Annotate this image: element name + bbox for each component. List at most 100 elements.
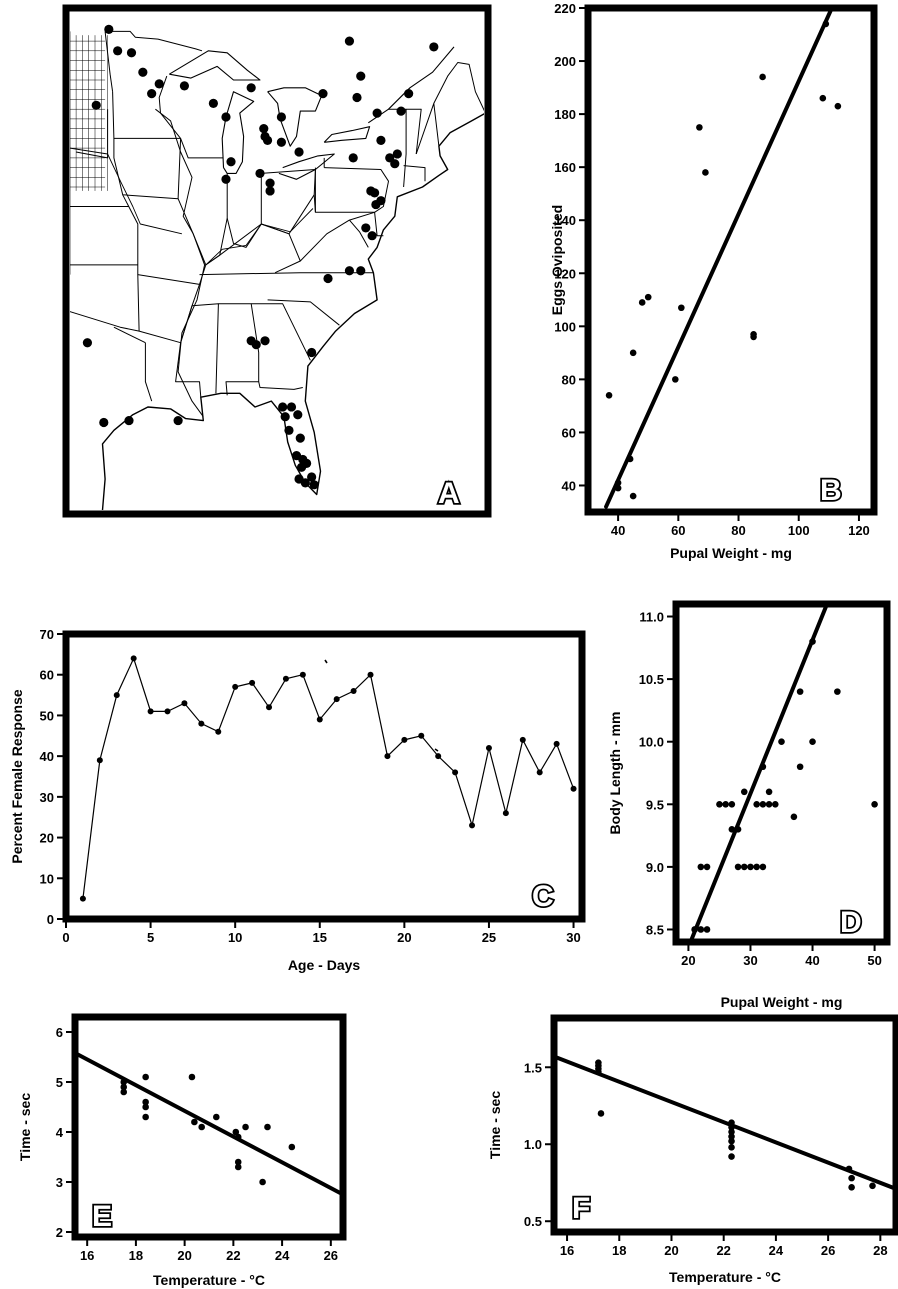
- occurrence-dot: [307, 472, 317, 482]
- occurrence-dot: [296, 462, 307, 472]
- data-point: [333, 696, 340, 703]
- occurrence-dot: [309, 480, 319, 490]
- x-tick-label: 120: [848, 523, 870, 538]
- occurrence-dot: [376, 135, 386, 145]
- data-point: [232, 683, 239, 690]
- data-point: [142, 1073, 149, 1081]
- x-tick-label: 16: [80, 1248, 94, 1263]
- data-point: [234, 1163, 242, 1171]
- data-point: [702, 169, 709, 176]
- y-tick-label: 30: [40, 790, 54, 805]
- data-point: [485, 745, 492, 751]
- y-tick-label: 160: [554, 160, 576, 175]
- data-point: [142, 1103, 149, 1111]
- y-tick-label: 2: [56, 1225, 63, 1240]
- data-point: [605, 391, 613, 399]
- data-point: [142, 1113, 149, 1121]
- missouri-river: [70, 147, 183, 235]
- data-point: [435, 753, 442, 760]
- y-axis-title: Eggs Oviposited: [549, 205, 565, 315]
- occurrence-dot: [221, 112, 231, 122]
- y-tick-label: 70: [40, 627, 54, 642]
- data-point: [809, 738, 816, 746]
- data-point: [232, 1128, 240, 1136]
- occurrence-dot: [372, 108, 382, 118]
- occurrence-dot: [367, 231, 377, 241]
- data-point: [198, 1123, 205, 1131]
- state-border: [158, 75, 224, 159]
- data-point: [765, 800, 773, 808]
- data-point: [288, 1143, 296, 1151]
- map-layer: [70, 24, 484, 510]
- data-point: [234, 1133, 242, 1141]
- occurrence-dot: [352, 92, 362, 103]
- y-tick-label: 40: [562, 478, 576, 493]
- panel-d: 20 30 40 50 8.5 9.0 9.5 10.0 10.5 11.0 Pupal Weigh…: [607, 600, 891, 1010]
- data-point: [191, 1118, 198, 1126]
- data-point: [181, 700, 188, 707]
- x-tick-label: 5: [147, 930, 154, 945]
- data-point: [822, 20, 830, 28]
- data-layer: [79, 655, 577, 902]
- state-border: [403, 165, 426, 182]
- y-tick-label: 80: [562, 372, 576, 387]
- occurrence-dot: [356, 266, 366, 276]
- y-tick-label: 10.0: [639, 735, 664, 750]
- panel-label: E: [92, 1200, 112, 1233]
- occurrence-dot: [91, 100, 101, 110]
- occurrence-dot: [260, 336, 270, 346]
- data-layer: [75, 1051, 343, 1197]
- data-point: [703, 926, 711, 933]
- occurrence-dot: [429, 42, 439, 52]
- map-frame: [62, 4, 492, 518]
- lake-ontario: [323, 126, 371, 143]
- plot-frame: [71, 1013, 347, 1241]
- data-point: [778, 738, 785, 746]
- data-point: [869, 1182, 876, 1190]
- data-point: [452, 769, 459, 776]
- occurrence-dot: [307, 347, 317, 358]
- data-point: [164, 708, 171, 715]
- data-point: [249, 679, 256, 686]
- data-point: [871, 800, 878, 808]
- occurrence-dot: [126, 48, 137, 58]
- data-point: [570, 785, 577, 792]
- data-point: [130, 655, 137, 662]
- x-tick-label: 18: [129, 1248, 143, 1263]
- occurrence-dot: [348, 153, 358, 163]
- data-point: [691, 926, 698, 933]
- plot-frame: [550, 1014, 898, 1236]
- occurrence-dot: [356, 71, 366, 81]
- data-layer: [689, 604, 878, 942]
- occurrence-dot: [226, 157, 236, 167]
- data-point: [266, 704, 273, 711]
- data-point: [848, 1174, 855, 1182]
- lake-erie: [278, 153, 335, 180]
- occurrence-dot: [251, 340, 261, 350]
- data-point: [728, 1144, 735, 1151]
- x-tick-label: 28: [873, 1243, 887, 1258]
- occurrence-dot: [221, 174, 231, 184]
- y-tick-label: 180: [554, 107, 576, 122]
- data-point: [728, 1128, 735, 1136]
- coastline: [101, 113, 484, 510]
- x-axis-title: Age - Days: [288, 957, 361, 973]
- state-border: [403, 109, 407, 188]
- y-tick-label: 120: [554, 266, 576, 281]
- occurrence-dot: [113, 46, 123, 56]
- x-tick-label: 25: [482, 930, 496, 945]
- data-point: [796, 688, 804, 695]
- panel-label: A: [438, 477, 460, 510]
- occurrence-dot: [124, 415, 134, 426]
- state-border: [433, 62, 484, 112]
- y-tick-label: 6: [56, 1025, 63, 1040]
- x-tick-label: 100: [788, 523, 810, 538]
- data-point: [728, 1119, 735, 1126]
- occurrence-dot: [276, 137, 287, 147]
- y-tick-label: 5: [56, 1075, 63, 1090]
- occurrence-dot: [262, 135, 273, 145]
- data-layer: [604, 8, 842, 509]
- panel-label: C: [532, 880, 554, 913]
- data-point: [614, 484, 622, 492]
- data-point: [147, 708, 154, 715]
